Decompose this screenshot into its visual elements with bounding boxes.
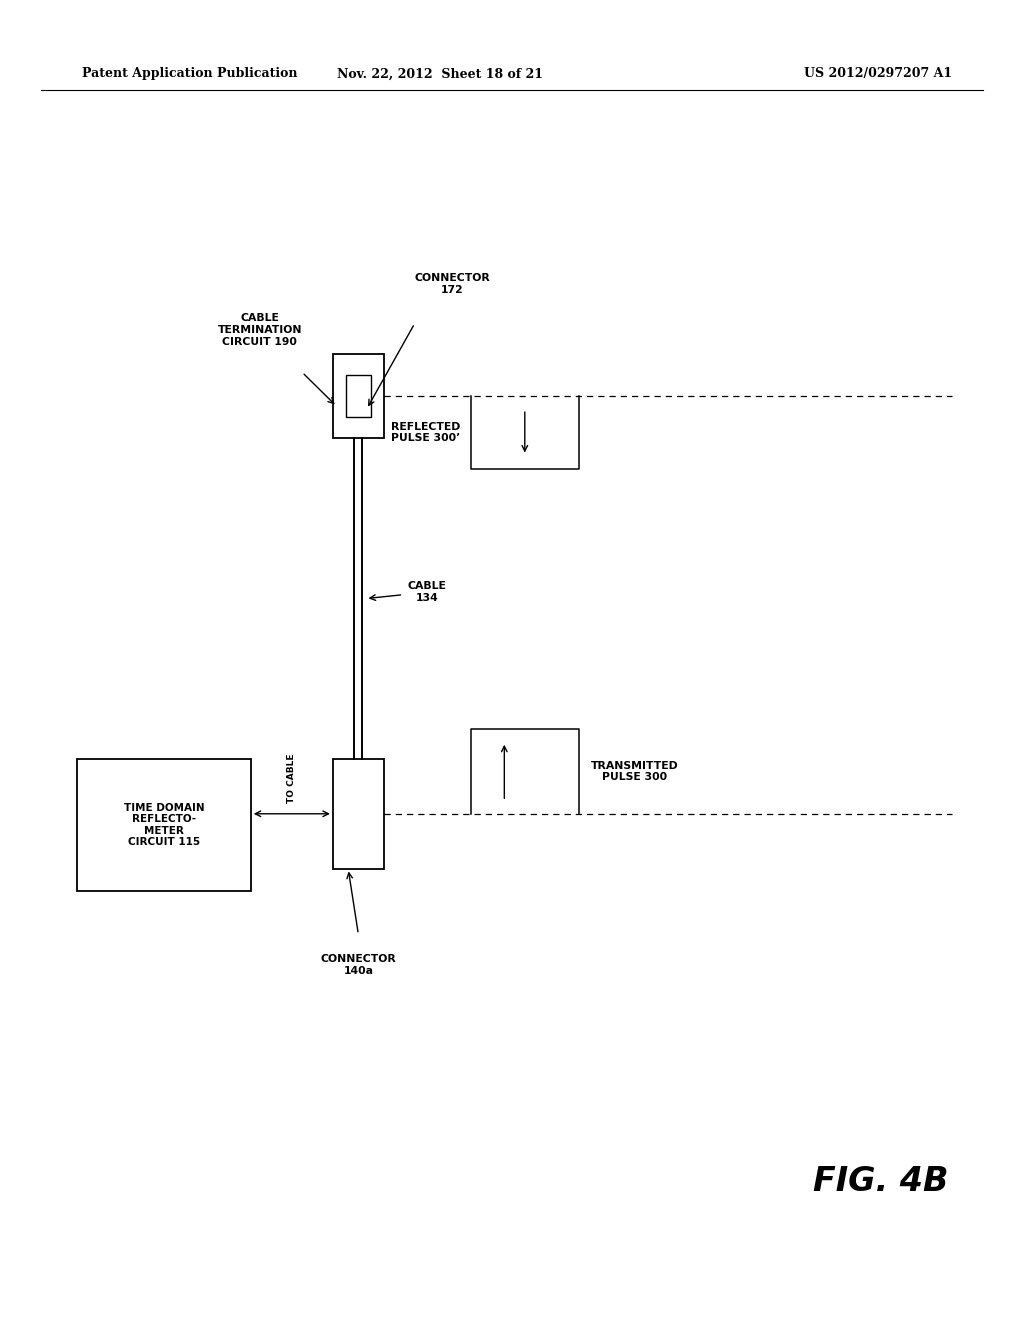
Text: CABLE
TERMINATION
CIRCUIT 190: CABLE TERMINATION CIRCUIT 190 bbox=[217, 313, 302, 347]
Text: TO CABLE: TO CABLE bbox=[288, 754, 296, 803]
Text: TIME DOMAIN
REFLECTO-
METER
CIRCUIT 115: TIME DOMAIN REFLECTO- METER CIRCUIT 115 bbox=[124, 803, 204, 847]
Text: Nov. 22, 2012  Sheet 18 of 21: Nov. 22, 2012 Sheet 18 of 21 bbox=[337, 67, 544, 81]
Bar bbox=[333, 759, 384, 869]
Text: REFLECTED
PULSE 300’: REFLECTED PULSE 300’ bbox=[391, 421, 461, 444]
Text: CONNECTOR
140a: CONNECTOR 140a bbox=[321, 954, 396, 975]
Text: FIG. 4B: FIG. 4B bbox=[813, 1166, 948, 1199]
Bar bbox=[77, 759, 251, 891]
Bar bbox=[333, 354, 384, 438]
Text: CONNECTOR
172: CONNECTOR 172 bbox=[415, 273, 490, 294]
Bar bbox=[345, 375, 371, 417]
Text: Patent Application Publication: Patent Application Publication bbox=[82, 67, 297, 81]
Text: US 2012/0297207 A1: US 2012/0297207 A1 bbox=[804, 67, 952, 81]
Text: TRANSMITTED
PULSE 300: TRANSMITTED PULSE 300 bbox=[591, 760, 679, 783]
Text: CABLE
134: CABLE 134 bbox=[408, 581, 446, 603]
